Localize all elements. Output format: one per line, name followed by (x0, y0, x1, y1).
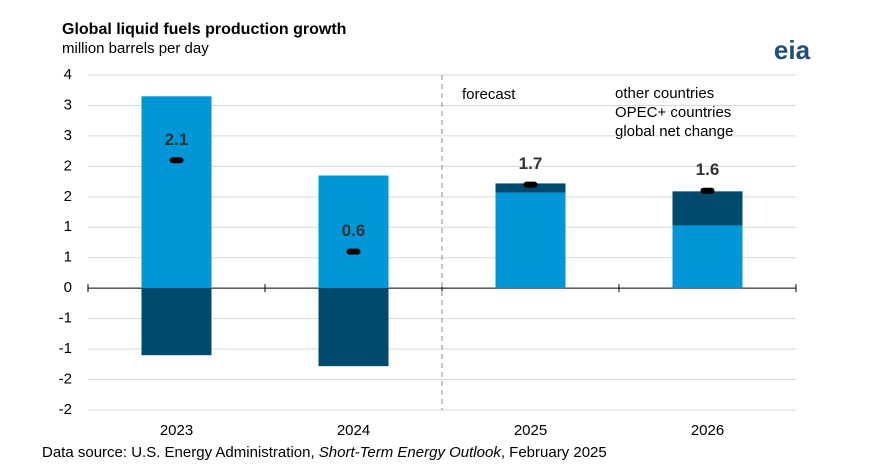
y-tick-label: -1 (59, 340, 72, 357)
bar (141, 288, 212, 356)
source-part: Short-Term Energy Outlook (319, 444, 503, 461)
bar (141, 96, 212, 289)
net-marker (523, 181, 538, 188)
bar (318, 175, 389, 289)
bar (495, 183, 566, 193)
x-tick-label: 2025 (514, 422, 547, 439)
source-part: , February 2025 (501, 444, 607, 461)
net-marker (169, 157, 184, 164)
y-tick-label: 1 (64, 218, 72, 235)
x-tick-label: 2026 (691, 422, 724, 439)
legend-entry: OPEC+ countries (615, 104, 731, 121)
y-tick-label: -2 (59, 371, 72, 388)
bar (495, 192, 566, 289)
source: Data source: U.S. Energy Administration,… (42, 444, 607, 461)
x-tick-label: 2023 (160, 422, 193, 439)
y-tick-label: -1 (59, 310, 72, 327)
chart-title: Global liquid fuels production growth (62, 21, 346, 38)
data-label: 2.1 (165, 130, 189, 149)
net-marker (346, 248, 361, 255)
net-marker (700, 187, 715, 194)
y-tick-label: 2 (64, 157, 72, 174)
data-label: 0.6 (342, 221, 366, 240)
y-tick-label: 0 (64, 279, 72, 296)
y-tick-label: 3 (64, 96, 72, 113)
chart-subtitle: million barrels per day (62, 40, 209, 57)
y-tick-label: 1 (64, 249, 72, 266)
y-tick-label: -2 (59, 401, 72, 418)
bar (672, 191, 743, 226)
data-label: 1.6 (696, 160, 720, 179)
source-part: Data source: U.S. Energy Administration, (42, 444, 319, 461)
y-tick-label: 4 (64, 66, 72, 83)
bar (672, 225, 743, 289)
logo: eia (774, 35, 811, 65)
x-tick-label: 2024 (337, 422, 370, 439)
y-tick-label: 2 (64, 188, 72, 205)
data-label: 1.7 (519, 154, 543, 173)
legend-entry: other countries (615, 85, 714, 102)
annotation: forecast (462, 86, 516, 103)
bar (318, 288, 389, 367)
legend-entry: global net change (615, 123, 733, 140)
y-tick-label: 3 (64, 127, 72, 144)
